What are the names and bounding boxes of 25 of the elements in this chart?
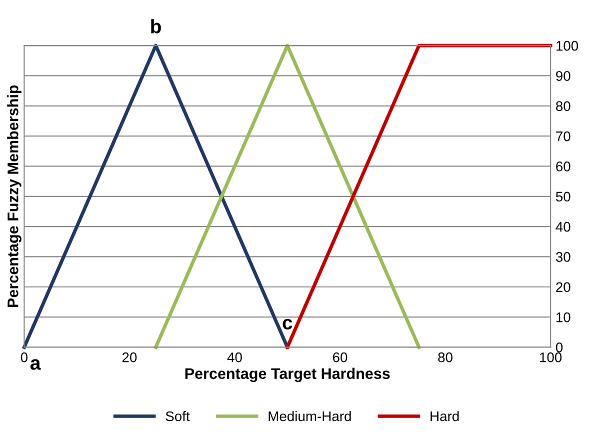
y-tick-label: 20 bbox=[556, 282, 570, 292]
x-tick-label: 100 bbox=[540, 352, 562, 362]
annotation: c bbox=[282, 318, 292, 330]
legend-label: Medium-Hard bbox=[268, 410, 351, 422]
x-tick-label: 60 bbox=[332, 352, 348, 362]
y-tick-label: 30 bbox=[556, 252, 570, 262]
legend-label: Hard bbox=[430, 410, 459, 422]
y-tick-label: 60 bbox=[556, 162, 570, 172]
annotation: a bbox=[30, 359, 41, 370]
x-tick-label: 0 bbox=[20, 352, 28, 362]
y-tick-label: 0 bbox=[556, 342, 563, 352]
x-tick-label: 40 bbox=[227, 352, 242, 362]
y-tick-label: 40 bbox=[556, 222, 570, 232]
y-axis-title: Percentage Fuzzy Membership bbox=[7, 85, 22, 307]
annotation: b bbox=[151, 19, 161, 34]
y-tick-label: 10 bbox=[556, 312, 570, 322]
y-tick-label: 100 bbox=[556, 40, 578, 51]
x-tick-label: 20 bbox=[122, 352, 137, 362]
y-tick-label: 90 bbox=[556, 71, 570, 81]
x-axis-title: Percentage Target Hardness bbox=[185, 368, 390, 382]
legend-label: Soft bbox=[166, 410, 190, 422]
y-tick-label: 70 bbox=[556, 131, 570, 142]
y-tick-label: 50 bbox=[556, 192, 570, 202]
x-tick-label: 80 bbox=[438, 352, 452, 362]
y-tick-label: 80 bbox=[556, 101, 570, 112]
